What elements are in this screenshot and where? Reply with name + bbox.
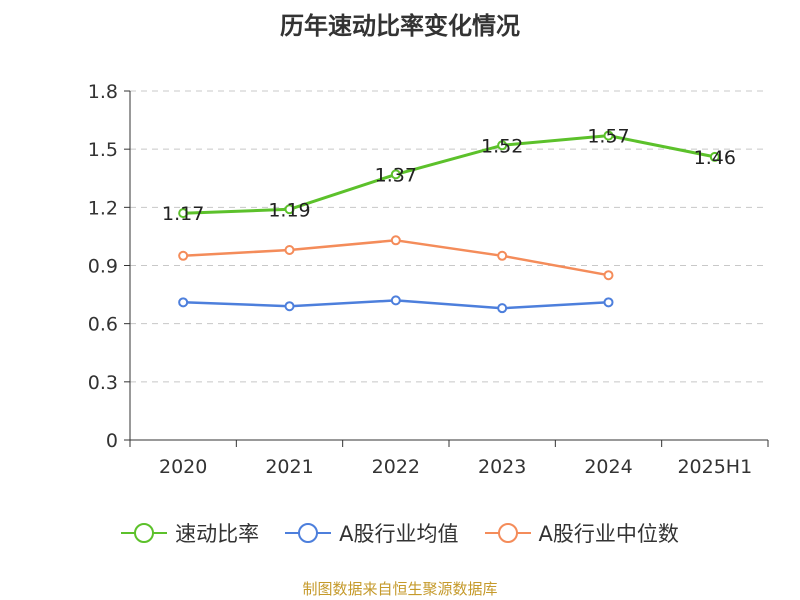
y-tick-label: 0.6 <box>88 314 118 336</box>
data-point[interactable] <box>497 250 508 261</box>
data-point[interactable] <box>603 130 614 141</box>
data-label: 1.17 <box>162 203 204 225</box>
data-point[interactable] <box>178 208 189 219</box>
x-tick-label: 2025H1 <box>677 456 752 478</box>
data-point[interactable] <box>497 140 508 151</box>
data-point[interactable] <box>390 295 401 306</box>
data-point[interactable] <box>178 297 189 308</box>
x-tick-label: 2021 <box>265 456 313 478</box>
data-labels: 1.17 1.19 1.37 1.52 1.57 1.46 <box>162 126 736 226</box>
data-point[interactable] <box>603 270 614 281</box>
data-label: 1.57 <box>587 126 629 148</box>
series-line <box>183 239 609 277</box>
data-label: 1.19 <box>268 199 310 221</box>
legend-label: 速动比率 <box>175 522 260 546</box>
legend-line-circle-icon <box>121 523 168 543</box>
data-label: 1.46 <box>694 147 736 169</box>
data-point[interactable] <box>390 235 401 246</box>
data-point[interactable] <box>390 169 401 180</box>
data-point[interactable] <box>603 297 614 308</box>
x-tick-label: 2024 <box>584 456 632 478</box>
series-line <box>183 134 716 215</box>
data-point[interactable] <box>178 250 189 261</box>
data-label: 1.52 <box>481 135 523 157</box>
x-tick-label: 2020 <box>159 456 207 478</box>
source-note: 制图数据来自恒生聚源数据库 <box>302 580 498 598</box>
series-group <box>178 130 720 314</box>
chart-title: 历年速动比率变化情况 <box>280 12 520 40</box>
data-point[interactable] <box>284 301 295 312</box>
data-point[interactable] <box>709 151 720 162</box>
grid-lines <box>130 90 768 383</box>
y-tick-label: 0 <box>106 430 118 452</box>
y-tick-label: 0.3 <box>88 372 118 394</box>
data-point[interactable] <box>284 204 295 215</box>
y-tick-label: 0.9 <box>88 256 118 278</box>
legend-item-industry-median[interactable]: A股行业中位数 <box>484 518 679 548</box>
data-point[interactable] <box>497 303 508 314</box>
x-tick-label: 2022 <box>372 456 420 478</box>
x-tick-label: 2023 <box>478 456 526 478</box>
data-label: 1.37 <box>375 164 417 186</box>
legend: 速动比率 A股行业均值 A股行业中位数 <box>0 518 800 548</box>
legend-item-quick-ratio[interactable]: 速动比率 <box>121 518 259 548</box>
y-tick-label: 1.2 <box>88 197 118 219</box>
axes: 0 0.3 0.6 0.9 1.2 1.5 1.8 2020 2021 2022 2023 2024 2… <box>88 81 769 478</box>
legend-label: A股行业均值 <box>339 522 459 546</box>
legend-label: A股行业中位数 <box>538 522 679 546</box>
legend-line-circle-icon <box>484 523 531 543</box>
legend-line-circle-icon <box>285 523 332 543</box>
data-point[interactable] <box>284 244 295 255</box>
legend-item-industry-mean[interactable]: A股行业均值 <box>285 518 459 548</box>
y-tick-label: 1.5 <box>88 139 118 161</box>
y-tick-label: 1.8 <box>88 81 118 103</box>
